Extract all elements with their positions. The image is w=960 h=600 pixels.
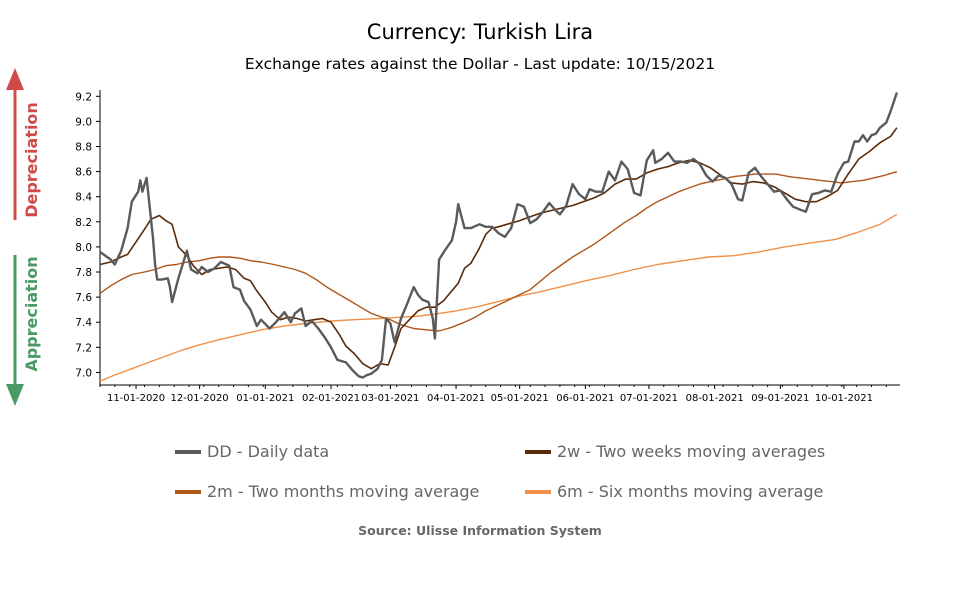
y-tick-label: 7.6 [75,292,92,304]
x-tick-label: 09-01-2021 [751,393,809,404]
x-tick-label: 11-01-2020 [107,393,165,404]
axes [99,90,900,386]
appreciation-arrow-head [6,384,24,406]
x-tick-label: 02-01-2021 [302,393,360,404]
x-ticks: 11-01-2020 12-01-2020 01-01-2021 02-01-2021… [99,385,887,404]
legend-swatch-2m [175,489,201,494]
y-tick-label: 7.2 [75,342,92,354]
chart-subtitle: Exchange rates against the Dollar - Last… [244,55,716,73]
y-tick-label: 9.2 [75,91,92,103]
x-tick-label: 08-01-2021 [686,393,744,404]
depreciation-label: Depreciation [22,102,41,218]
x-tick-label: 05-01-2021 [491,393,549,404]
legend-item-daily: DD - Daily data [175,442,329,461]
y-tick-label: 7.4 [75,317,92,329]
y-ticks: 7.0 7.2 7.4 7.6 7.8 8.0 8.2 8.4 8.6 8.8 9.0 9.2 [75,91,100,379]
x-tick-label: 04-01-2021 [427,393,485,404]
y-tick-label: 7.8 [75,267,92,279]
series-line-2w [99,127,898,370]
series-line-2m [99,170,898,332]
x-tick-label: 10-01-2021 [815,393,873,404]
y-tick-label: 7.0 [75,367,92,379]
legend-swatch-2w [525,449,551,454]
legend-item-2m: 2m - Two months moving average [175,482,479,501]
legend-swatch-6m [525,489,551,494]
series-line-daily [99,92,899,379]
chart-title: Currency: Turkish Lira [366,20,594,44]
y-tick-label: 8.4 [75,192,92,204]
legend-label-2w: 2w - Two weeks moving averages [557,442,826,461]
legend-item-6m: 6m - Six months moving average [525,482,823,501]
x-tick-label: 06-01-2021 [556,393,614,404]
side-arrows: Depreciation Appreciation [6,68,41,406]
legend-label-6m: 6m - Six months moving average [557,482,824,501]
x-tick-label: 03-01-2021 [361,393,419,404]
series-lines [99,92,899,382]
source-note: Source: Ulisse Information System [358,523,602,538]
x-tick-label: 12-01-2020 [171,393,229,404]
y-tick-label: 8.6 [75,167,92,179]
y-tick-label: 8.8 [75,141,92,153]
y-tick-label: 9.0 [75,116,92,128]
series-line-6m [99,213,898,382]
y-tick-label: 8.2 [75,217,92,229]
y-tick-label: 8.0 [75,242,92,254]
legend-label-daily: DD - Daily data [207,442,330,461]
x-tick-label: 07-01-2021 [620,393,678,404]
depreciation-arrow-head [6,68,24,90]
appreciation-label: Appreciation [22,256,41,371]
legend-swatch-daily [175,449,201,454]
x-tick-label: 01-01-2021 [236,393,294,404]
legend-label-2m: 2m - Two months moving average [207,482,480,501]
legend-item-2w: 2w - Two weeks moving averages [525,442,825,461]
